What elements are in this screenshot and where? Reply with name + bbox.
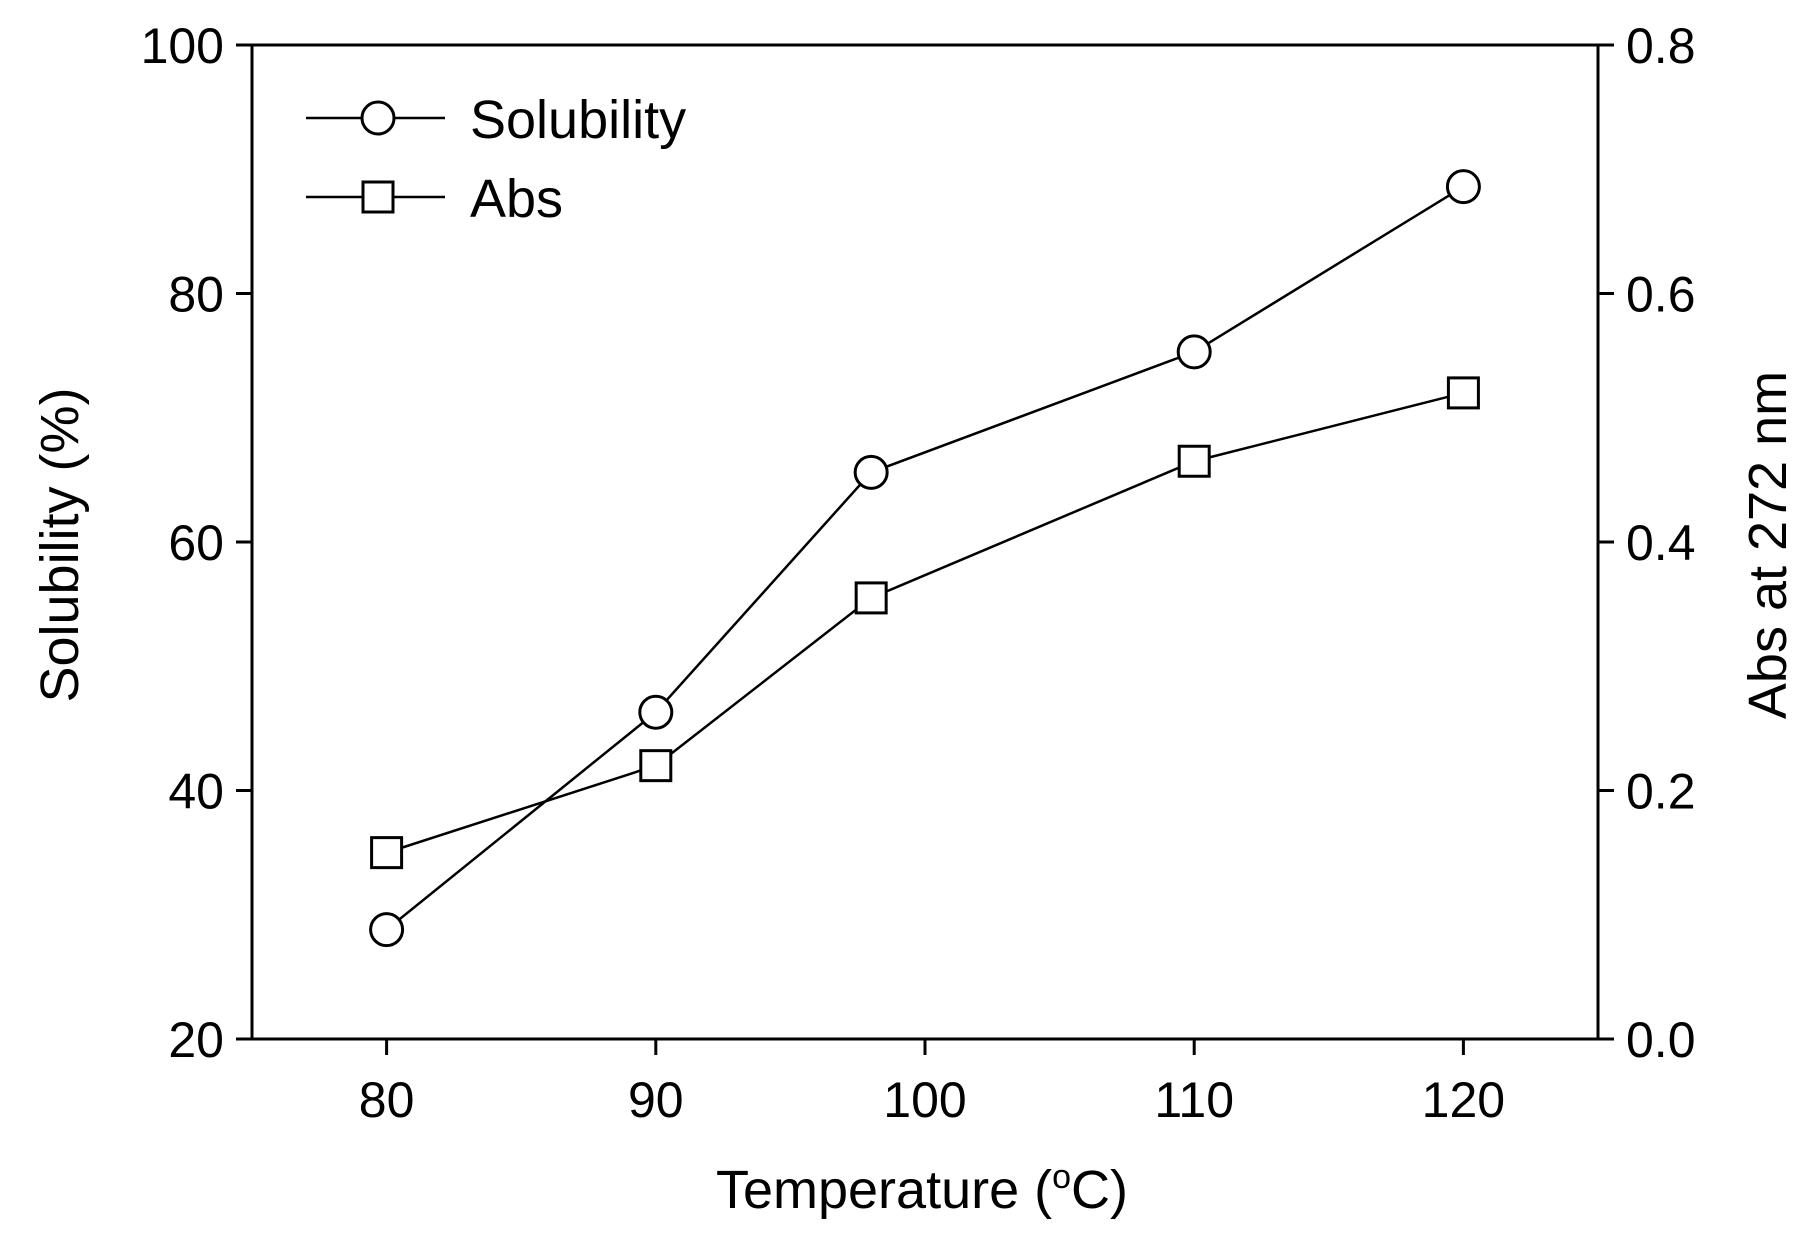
abs-point	[1177, 444, 1211, 478]
y2-tick-label: 0.4	[1626, 515, 1696, 571]
y-axis-right: 0.0 0.2 0.4 0.6 0.8	[1598, 18, 1696, 1068]
y-axis-left: 20 40 60 80 100	[141, 18, 252, 1068]
x-tick-label: 100	[883, 1072, 966, 1128]
legend-label-solubility: Solubility	[470, 90, 686, 150]
solubility-point	[1176, 334, 1212, 370]
y-axis-left-title: Solubility (%)	[30, 387, 90, 702]
solubility-point	[638, 694, 674, 730]
y-tick-label: 20	[168, 1012, 224, 1068]
y-tick-label: 100	[141, 18, 224, 74]
legend-item-abs: Abs	[306, 169, 563, 229]
series-solubility	[369, 169, 1481, 948]
y-tick-label: 60	[168, 515, 224, 571]
abs-point	[1446, 376, 1480, 410]
solubility-point	[369, 912, 405, 948]
abs-point	[639, 749, 673, 783]
solubility-point	[853, 454, 889, 490]
y-axis-right-title: Abs at 272 nm	[1738, 371, 1798, 719]
x-axis-title-main: Temperature (	[716, 1160, 1052, 1220]
legend: Solubility Abs	[306, 90, 686, 229]
x-axis-title: Temperature (oC)	[716, 1158, 1128, 1220]
legend-marker-abs	[361, 180, 395, 214]
y2-tick-label: 0.2	[1626, 764, 1696, 820]
x-tick-label: 110	[1154, 1072, 1234, 1128]
abs-point	[370, 836, 404, 870]
series-layer	[369, 169, 1481, 948]
y2-tick-label: 0.8	[1626, 18, 1696, 74]
y2-tick-label: 0.0	[1626, 1012, 1696, 1068]
solubility-point	[1445, 169, 1481, 205]
abs-point	[854, 581, 888, 615]
legend-label-abs: Abs	[470, 169, 563, 229]
x-tick-label: 90	[628, 1072, 684, 1128]
x-axis-title-tail: C)	[1071, 1160, 1128, 1220]
x-tick-label: 80	[359, 1072, 415, 1128]
y-tick-label: 80	[168, 267, 224, 323]
series-abs	[370, 376, 1480, 870]
legend-marker-solubility	[360, 100, 396, 136]
legend-item-solubility: Solubility	[306, 90, 686, 150]
y-tick-label: 40	[168, 764, 224, 820]
x-tick-label: 120	[1422, 1072, 1505, 1128]
x-axis: 80 90 100 110 120	[359, 1039, 1505, 1128]
x-axis-title-degree: o	[1052, 1158, 1071, 1196]
y2-tick-label: 0.6	[1626, 267, 1696, 323]
